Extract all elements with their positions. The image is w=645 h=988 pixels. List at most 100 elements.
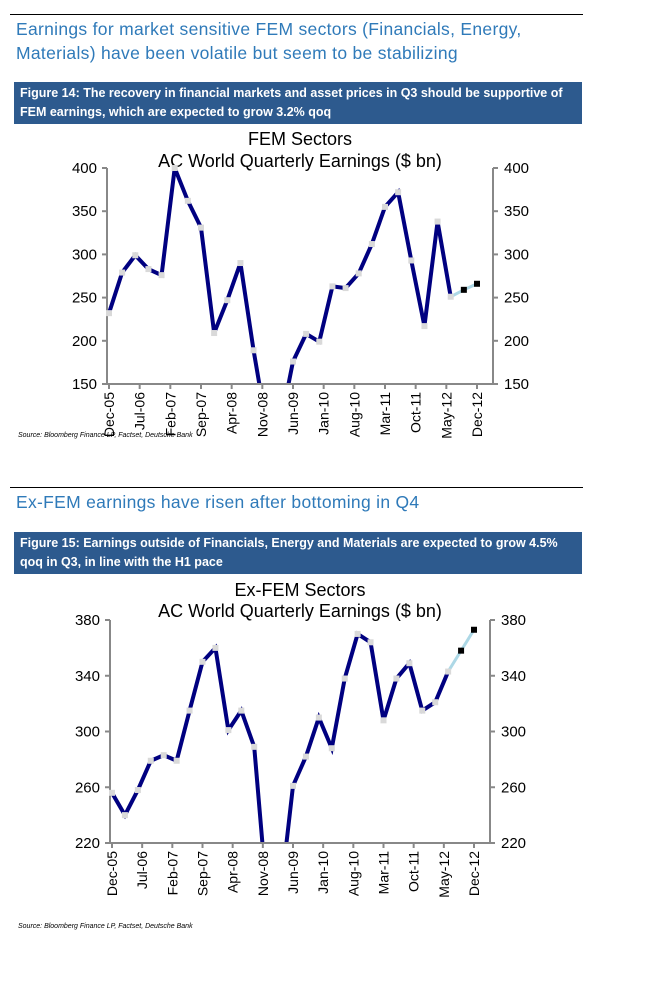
data-point	[303, 330, 310, 337]
y-tick-label-right: 340	[501, 668, 526, 685]
x-tick-label: Jul-06	[134, 851, 150, 889]
y-tick-label-right: 380	[501, 612, 526, 629]
data-point	[290, 358, 296, 365]
source-note-1: Source: Bloomberg Finance LP, Factset, D…	[18, 432, 193, 439]
section-heading-2: Ex-FEM earnings have risen after bottomi…	[16, 492, 420, 512]
y-tick-label-right: 250	[504, 290, 529, 307]
x-tick-label: Feb-07	[164, 851, 180, 896]
forecast-point	[474, 280, 480, 287]
data-point	[382, 203, 388, 210]
y-tick-label-right: 220	[501, 835, 526, 852]
x-tick-label: Jun-09	[285, 392, 301, 435]
data-point	[342, 285, 349, 292]
x-tick-label: May-12	[438, 392, 454, 439]
data-point	[354, 630, 361, 637]
data-point	[290, 782, 296, 789]
y-tick-label-right: 300	[504, 246, 529, 263]
chart-title: Ex-FEM Sectors	[234, 580, 365, 600]
x-tick-label: Oct-11	[408, 392, 424, 433]
data-point	[225, 727, 232, 734]
x-tick-label: Sep-07	[195, 851, 211, 896]
x-tick-label: Jan-10	[315, 851, 331, 894]
data-point	[132, 252, 139, 259]
section-heading-1: Earnings for market sensitive FEM sector…	[16, 19, 522, 63]
figure-15-caption: Figure 15: Earnings outside of Financial…	[14, 532, 582, 574]
data-point	[224, 297, 231, 304]
y-tick-label-left: 220	[75, 835, 100, 852]
y-tick-label-right: 400	[504, 160, 529, 177]
data-point	[368, 241, 375, 248]
x-tick-label: Nov-08	[254, 392, 270, 437]
data-point	[316, 338, 323, 345]
data-point	[432, 699, 439, 706]
y-tick-label-right: 260	[501, 779, 526, 796]
chart-title: FEM Sectors	[248, 129, 352, 149]
data-point	[211, 330, 218, 337]
x-tick-label: Dec-05	[104, 851, 120, 896]
series-line	[107, 167, 453, 383]
y-tick-label-right: 200	[504, 333, 529, 350]
series-line	[110, 630, 450, 842]
data-point	[408, 257, 415, 264]
data-point	[447, 293, 454, 300]
figure-14-caption: Figure 14: The recovery in financial mar…	[14, 82, 582, 124]
data-point	[145, 266, 152, 273]
x-tick-label: Jul-06	[132, 392, 148, 430]
data-point	[237, 260, 244, 267]
data-point	[158, 272, 165, 279]
data-point	[341, 675, 348, 682]
y-tick-label-right: 150	[504, 376, 529, 393]
data-point	[328, 745, 335, 752]
data-point	[329, 283, 336, 290]
data-point	[380, 717, 387, 724]
x-tick-label: Dec-12	[466, 851, 482, 896]
data-point	[109, 789, 115, 796]
x-tick-label: Nov-08	[255, 851, 271, 896]
data-point	[184, 197, 191, 204]
forecast-point	[460, 286, 467, 293]
data-point	[173, 757, 180, 764]
x-tick-label: Sep-07	[193, 392, 209, 437]
x-tick-label: May-12	[436, 851, 452, 898]
chart-subtitle: AC World Quarterly Earnings ($ bn)	[158, 151, 442, 171]
y-tick-label-right: 350	[504, 203, 529, 220]
data-point	[434, 218, 441, 225]
x-tick-label: Feb-07	[162, 392, 178, 437]
data-point	[238, 707, 245, 714]
forecast-point	[458, 647, 465, 654]
data-point	[395, 189, 402, 196]
chart-subtitle: AC World Quarterly Earnings ($ bn)	[158, 601, 442, 621]
divider	[10, 487, 583, 488]
y-tick-label-left: 350	[72, 203, 97, 220]
x-tick-label: Jan-10	[316, 392, 332, 435]
y-tick-label-left: 260	[75, 779, 100, 796]
x-tick-label: Mar-11	[376, 851, 392, 895]
x-tick-label: Jun-09	[285, 851, 301, 894]
data-point	[421, 323, 428, 330]
y-tick-label-left: 150	[72, 376, 97, 393]
y-tick-label-left: 300	[75, 724, 100, 741]
data-point	[199, 658, 206, 665]
data-point	[406, 660, 413, 667]
divider	[10, 14, 583, 15]
x-tick-label: Apr-08	[224, 392, 240, 434]
data-point	[367, 639, 374, 646]
x-tick-label: Mar-11	[377, 392, 393, 436]
data-point	[445, 668, 452, 675]
data-point	[119, 269, 126, 276]
x-tick-label: Oct-11	[406, 851, 422, 892]
y-tick-label-left: 400	[72, 160, 97, 177]
source-note-2: Source: Bloomberg Finance LP, Factset, D…	[18, 923, 193, 930]
data-point	[302, 753, 309, 760]
data-point	[250, 347, 257, 354]
data-point	[419, 707, 426, 714]
x-tick-label: Apr-08	[225, 851, 241, 893]
data-point	[186, 707, 193, 714]
y-tick-label-left: 340	[75, 668, 100, 685]
data-point	[212, 644, 219, 651]
y-tick-label-left: 200	[72, 333, 97, 350]
data-point	[251, 743, 258, 750]
